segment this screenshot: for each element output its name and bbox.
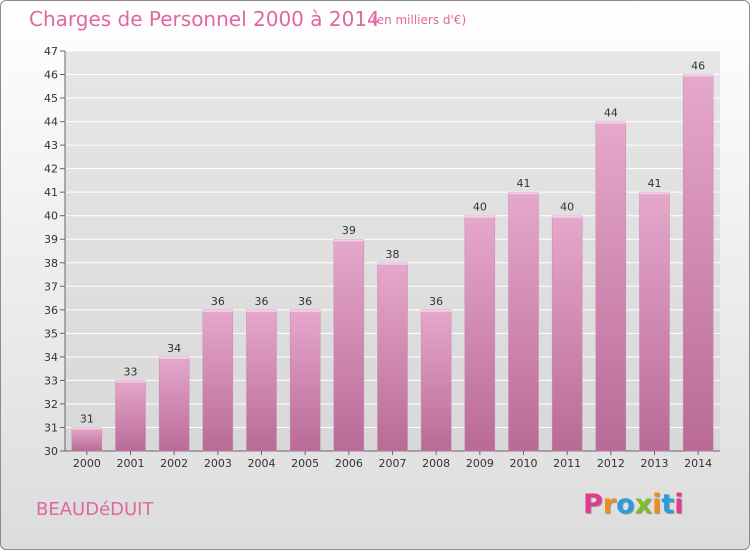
x-tick-label: 2007 [379,457,407,470]
data-label: 36 [255,295,269,308]
y-tick-label: 47 [44,45,58,58]
bar [202,309,234,452]
data-label: 41 [648,177,662,190]
logo-letter: t [661,489,675,520]
data-label: 33 [124,365,138,378]
y-tick-label: 31 [44,421,58,434]
x-tick-label: 2011 [553,457,581,470]
y-tick-label: 30 [44,445,58,458]
data-label: 34 [167,342,181,355]
logo-letter: P [583,489,603,520]
logo-letter: x [634,489,653,520]
data-label: 36 [429,295,443,308]
x-tick-label: 2005 [291,457,319,470]
data-label: 36 [211,295,225,308]
y-tick-label: 43 [44,139,58,152]
bar-highlight [246,309,277,312]
bar-highlight [508,192,539,195]
x-tick-label: 2002 [160,457,188,470]
bar-highlight [290,309,321,312]
y-tick-label: 36 [44,304,58,317]
bar [115,380,146,452]
bar-highlight [377,262,408,265]
bar [464,215,496,452]
x-axis: 2000 2001 2002 2003 2004 2005 2006 2007 2008 2009… [73,451,712,470]
data-label: 36 [298,295,312,308]
bar [639,191,670,452]
data-label: 46 [691,60,705,73]
data-label: 40 [560,201,574,214]
x-tick-label: 2003 [204,457,232,470]
logo-letter: i [652,489,662,520]
bar [246,309,277,452]
y-axis: 30 31 32 33 34 35 36 37 38 39 40 41 42 43 44 45 46 47 [44,45,720,458]
commune-name: BEAUDéDUIT [36,499,154,520]
y-tick-label: 34 [44,351,58,364]
bar [551,215,583,452]
x-tick-label: 2010 [510,457,538,470]
bar [420,309,452,452]
x-tick-label: 2014 [684,457,712,470]
y-tick-label: 40 [44,210,58,223]
y-tick-label: 46 [44,69,58,82]
data-label: 41 [517,177,531,190]
y-tick-label: 35 [44,327,58,340]
chart-subtitle: (en milliers d'€) [372,13,467,27]
data-label: 39 [342,224,356,237]
data-labels: 31 33 34 36 36 36 39 38 36 40 41 40 44 41 46 [80,60,705,426]
y-tick-label: 44 [44,116,58,129]
bar [377,262,408,452]
data-label: 38 [386,248,400,261]
bar [158,356,190,452]
y-tick-label: 32 [44,398,58,411]
x-tick-label: 2004 [248,457,276,470]
bars [71,74,714,452]
x-tick-label: 2000 [73,457,101,470]
bar-highlight [115,380,146,383]
bar [595,121,627,452]
x-tick-label: 2009 [466,457,494,470]
y-tick-label: 41 [44,186,58,199]
x-tick-label: 2006 [335,457,363,470]
bar-highlight [639,192,670,195]
y-tick-label: 45 [44,92,58,105]
y-tick-label: 39 [44,233,58,246]
data-label: 40 [473,201,487,214]
bar [333,238,365,452]
bar-highlight [71,427,102,430]
x-tick-label: 2008 [422,457,450,470]
bar-highlight [595,121,626,124]
x-tick-label: 2012 [597,457,625,470]
y-tick-label: 38 [44,257,58,270]
data-label: 44 [604,107,618,120]
bar-highlight [333,239,364,242]
y-tick-label: 33 [44,374,58,387]
bar [508,191,539,452]
y-tick-label: 42 [44,163,58,176]
bar-highlight [552,215,583,218]
bar-highlight [202,309,233,312]
logo-letter: r [602,489,617,520]
bar-highlight [464,215,495,218]
bar-highlight [683,74,714,77]
y-tick-label: 37 [44,280,58,293]
chart-title: Charges de Personnel 2000 à 2014 [29,7,380,31]
data-label: 31 [80,412,94,425]
bar [71,427,103,452]
x-tick-label: 2013 [641,457,669,470]
proxiti-logo: Proxiti [583,489,684,520]
bar-highlight [159,356,190,359]
bar [289,309,321,452]
x-tick-label: 2001 [117,457,145,470]
logo-letter: i [674,489,684,520]
logo-letter: o [616,489,635,520]
bar [682,74,714,452]
bar-highlight [421,309,452,312]
